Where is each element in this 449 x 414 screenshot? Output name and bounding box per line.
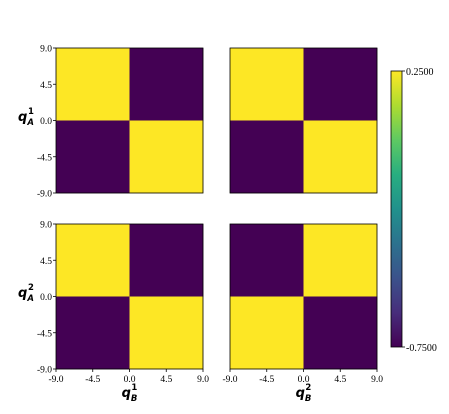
x-tick-label: 0.0 <box>124 375 136 385</box>
x-tick-label: 4.5 <box>334 375 346 385</box>
y-tick-label: -4.5 <box>37 329 52 339</box>
y-tick-label: 4.5 <box>40 81 52 91</box>
x-tick-label: 9.0 <box>371 375 383 385</box>
x-tick-label: 4.5 <box>160 375 172 385</box>
colorbar-min-label: -0.7500 <box>406 343 437 354</box>
y-tick-label: -9.0 <box>37 366 52 376</box>
heatmap-cell-top-left <box>230 48 304 121</box>
heatmap-cell-top-right <box>129 48 204 121</box>
x-tick-label: -9.0 <box>48 375 63 385</box>
y-axis-label-row2: qA2 <box>18 283 34 304</box>
heatmap-cell-top-right <box>303 224 378 297</box>
heatmap-cell-top-left <box>56 224 130 297</box>
x-tick-label: 9.0 <box>197 375 209 385</box>
colorbar: 0.2500 -0.7500 <box>390 67 437 354</box>
colorbar-gradient <box>390 70 403 348</box>
heatmap-cell-bottom-right <box>129 120 204 194</box>
heatmap-cell-bottom-left <box>230 120 304 194</box>
heatmap-cell-bottom-left <box>56 120 130 194</box>
x-tick-label: -9.0 <box>222 375 237 385</box>
x-axis-label-col2: qB2 <box>296 383 312 404</box>
heatmap-panel-r1c1: 9.0 4.5 0.0 -4.5 -9.0 <box>37 45 204 200</box>
heatmap-panel-r2c1: 9.0 4.5 0.0 -4.5 -9.0-9.0 -4.5 0.0 4.5 9.0 <box>37 221 209 386</box>
heatmap-cell-top-left <box>230 224 304 297</box>
x-tick-label: 0.0 <box>298 375 310 385</box>
heatmap-cell-top-right <box>129 224 204 297</box>
heatmap-cell-top-right <box>303 48 378 121</box>
heatmap-panel-r1c2 <box>229 47 378 194</box>
heatmap-panels: 9.04.50.0-4.5-9.09.04.50.0-4.5-9.0-9.0 -4… <box>18 45 383 405</box>
y-tick-label: 0.0 <box>40 117 52 127</box>
heatmap-cell-bottom-left <box>230 296 304 370</box>
y-tick-label: 9.0 <box>40 221 52 231</box>
heatmap-cell-bottom-left <box>56 296 130 370</box>
y-tick-label: -9.0 <box>37 190 52 200</box>
y-axis-label-row1: qA1 <box>18 107 34 128</box>
panel-frame <box>229 47 378 194</box>
x-axis-label-col1: qB1 <box>122 383 138 404</box>
x-tick-label: -4.5 <box>259 375 274 385</box>
y-tick-label: -4.5 <box>37 153 52 163</box>
heatmap-panel-r2c2: -9.0 -4.5 0.0 4.5 9.0 <box>222 223 383 385</box>
x-tick-label: -4.5 <box>85 375 100 385</box>
heatmap-cell-bottom-right <box>129 296 204 370</box>
heatmap-cell-top-left <box>56 48 130 121</box>
colorbar-max-label: 0.2500 <box>406 67 434 78</box>
heatmap-cell-bottom-right <box>303 120 378 194</box>
y-tick-label: 9.0 <box>40 45 52 55</box>
y-tick-label: 0.0 <box>40 293 52 303</box>
heatmap-cell-bottom-right <box>303 296 378 370</box>
y-tick-label: 4.5 <box>40 257 52 267</box>
